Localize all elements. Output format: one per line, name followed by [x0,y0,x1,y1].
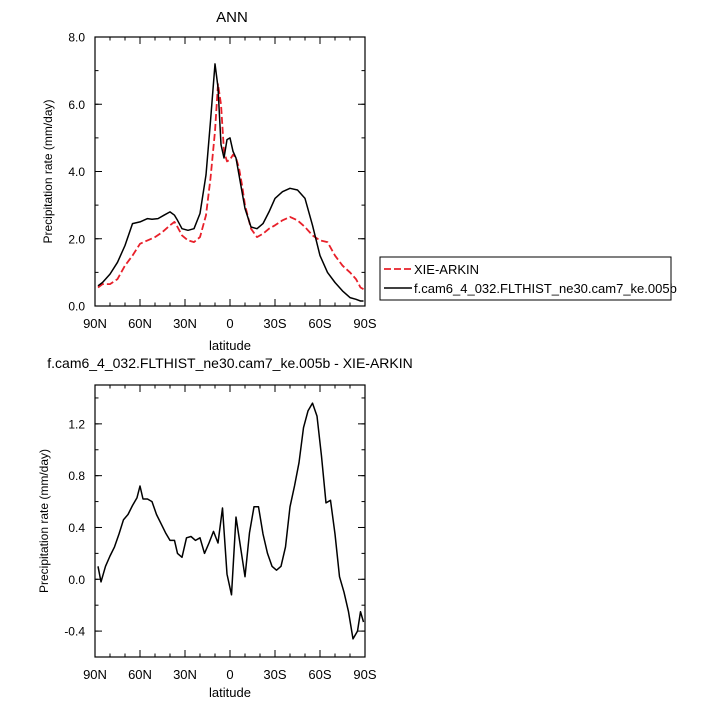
x-tick-label: 0 [226,316,233,331]
legend: XIE-ARKIN f.cam6_4_032.FLTHIST_ne30.cam7_… [379,256,677,301]
x-tick-label: 30N [173,316,197,331]
legend-label-0: XIE-ARKIN [414,262,479,277]
plot-frame [94,384,366,658]
y-tick-label: 2.0 [68,232,85,246]
x-tick-label: 60S [308,667,331,682]
y-tick-label: 4.0 [68,165,85,179]
chart-panel-0: ANN 90N 60N 30N 0 30S 60S 90S 0.0 2.0 4.0 6.0 8.0 lat… [41,9,377,353]
x-axis-label: latitude [209,685,251,700]
y-tick-label: 8.0 [68,31,85,45]
x-tick-label: 30N [173,667,197,682]
series-line-1 [97,63,364,302]
x-tick-label: 30S [263,316,286,331]
series-line-0 [97,83,364,290]
x-axis-label: latitude [209,338,251,353]
legend-label-1: f.cam6_4_032.FLTHIST_ne30.cam7_ke.005b [414,281,677,296]
x-tick-label: 30S [263,667,286,682]
x-tick-label: 90S [353,316,376,331]
chart-title: f.cam6_4_032.FLTHIST_ne30.cam7_ke.005b -… [47,355,412,371]
legend-box [379,256,672,301]
x-tick-label: 60N [128,316,152,331]
x-tick-label: 90N [83,316,107,331]
y-tick-label: 6.0 [68,98,85,112]
y-tick-label: 1.2 [68,417,85,431]
x-tick-label: 90N [83,667,107,682]
y-tick-label: -0.4 [64,625,85,639]
y-tick-label: 0.0 [68,573,85,587]
series-line-0 [97,402,365,640]
y-axis-label: Precipitation rate (mm/day) [41,99,55,243]
y-axis-label: Precipitation rate (mm/day) [37,449,51,593]
x-tick-label: 90S [353,667,376,682]
chart-title: ANN [216,9,248,26]
x-tick-label: 0 [226,667,233,682]
y-tick-label: 0.4 [68,521,85,535]
x-tick-label: 60S [308,316,331,331]
chart-panel-1: f.cam6_4_032.FLTHIST_ne30.cam7_ke.005b -… [37,355,413,700]
y-tick-label: 0.8 [68,469,85,483]
y-tick-label: 0.0 [68,300,85,314]
x-tick-label: 60N [128,667,152,682]
